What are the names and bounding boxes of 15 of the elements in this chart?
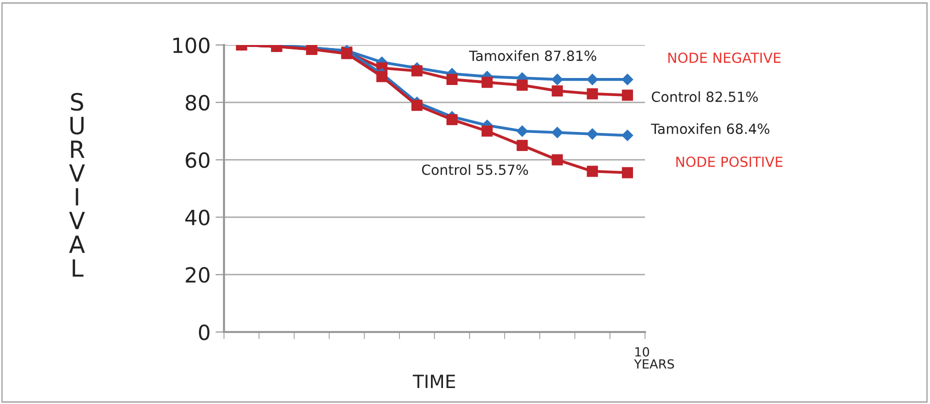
y-tick-label: 0 bbox=[198, 324, 210, 340]
y-tick-label: 100 bbox=[173, 37, 210, 54]
text: NODE POSITIVE bbox=[676, 156, 782, 168]
y-tick-label: 20 bbox=[186, 267, 210, 283]
y-tick-label: 60 bbox=[186, 152, 210, 168]
annotation: Control 55.57% bbox=[422, 164, 528, 176]
annotation: Tamoxifen 87.81% bbox=[468, 50, 596, 62]
y-axis-title: SURVIVAL bbox=[69, 92, 85, 277]
x-axis-title: TIME bbox=[412, 374, 456, 388]
text: 10 YEARS bbox=[634, 347, 674, 369]
text: Control 82.51% bbox=[652, 91, 758, 102]
y-tick-label: 80 bbox=[186, 94, 210, 111]
text: Tamoxifen 68.4% bbox=[650, 123, 770, 134]
y-tick-label: 40 bbox=[185, 210, 210, 226]
text: NODE NEGATIVE bbox=[668, 52, 781, 64]
